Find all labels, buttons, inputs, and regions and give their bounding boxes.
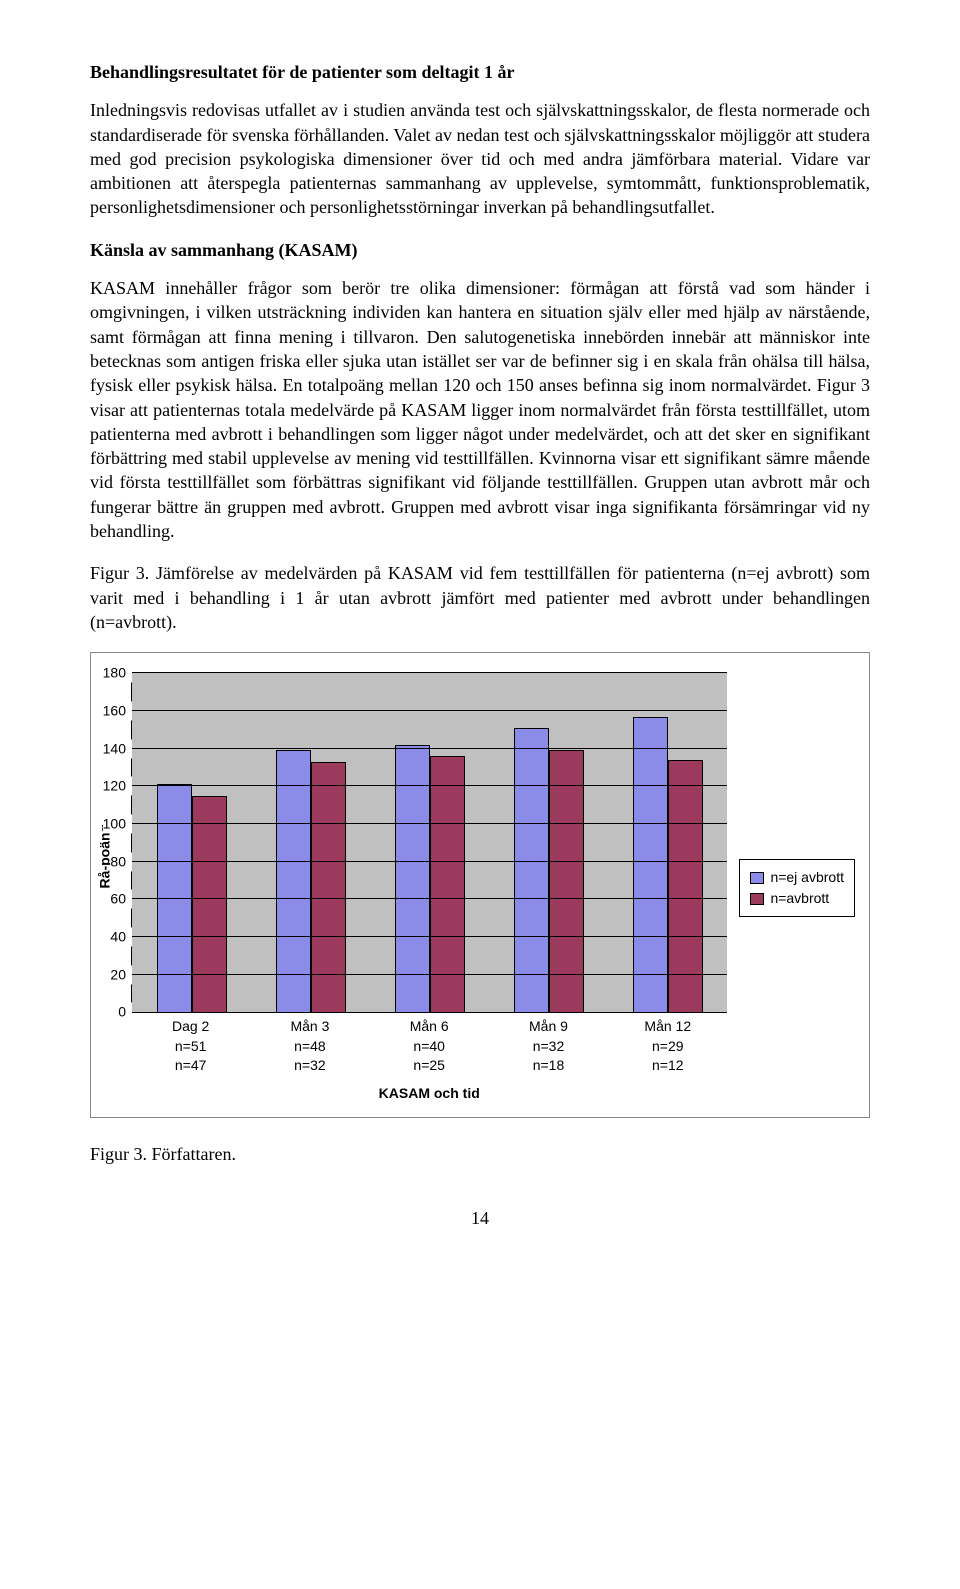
y-tick-label: 0 <box>118 1003 132 1022</box>
page-number: 14 <box>90 1206 870 1230</box>
section-title: Behandlingsresultatet för de patienter s… <box>90 60 870 84</box>
y-axis-label-wrap: Rå-poäng <box>105 673 131 1103</box>
bar-av <box>311 762 346 1012</box>
plot-area: 020406080100120140160180 <box>131 673 727 1013</box>
bar-group <box>370 673 489 1012</box>
bar-av <box>192 796 227 1013</box>
kasam-heading: Känsla av sammanhang (KASAM) <box>90 238 870 262</box>
x-tick-label: Mån 3n=48n=32 <box>250 1017 369 1076</box>
bar-group <box>251 673 370 1012</box>
y-tick-label: 20 <box>110 965 132 984</box>
figure-caption: Figur 3. Författaren. <box>90 1142 870 1166</box>
legend-item: n=ej avbrott <box>750 868 844 887</box>
gridline <box>132 672 727 673</box>
y-tick-label: 120 <box>103 777 132 796</box>
gridline <box>132 861 727 862</box>
figure-intro: Figur 3. Jämförelse av medelvärden på KA… <box>90 561 870 634</box>
legend-swatch <box>750 872 764 884</box>
y-tick-label: 160 <box>103 701 132 720</box>
legend-label: n=ej avbrott <box>770 868 844 887</box>
gridline <box>132 710 727 711</box>
y-tick-label: 180 <box>103 664 132 683</box>
gridline <box>132 898 727 899</box>
gridline <box>132 936 727 937</box>
bars-layer <box>132 673 727 1012</box>
y-tick-label: 140 <box>103 739 132 758</box>
y-tick-label: 80 <box>110 852 132 871</box>
bar-ej <box>514 728 549 1012</box>
x-tick-label: Dag 2n=51n=47 <box>131 1017 250 1076</box>
bar-group <box>489 673 608 1012</box>
x-tick-label: Mån 9n=32n=18 <box>489 1017 608 1076</box>
x-axis-labels: Dag 2n=51n=47Mån 3n=48n=32Mån 6n=40n=25M… <box>131 1017 727 1076</box>
intro-paragraph: Inledningsvis redovisas utfallet av i st… <box>90 98 870 219</box>
gridline <box>132 823 727 824</box>
legend-swatch <box>750 893 764 905</box>
legend: n=ej avbrott n=avbrott <box>739 859 855 917</box>
y-tick-label: 60 <box>110 890 132 909</box>
y-tick-label: 40 <box>110 927 132 946</box>
x-tick-label: Mån 6n=40n=25 <box>370 1017 489 1076</box>
y-tick-label: 100 <box>103 814 132 833</box>
x-axis-title: KASAM och tid <box>131 1084 727 1103</box>
kasam-chart: Rå-poäng 020406080100120140160180 Dag 2n… <box>90 652 870 1118</box>
x-tick-label: Mån 12n=29n=12 <box>608 1017 727 1076</box>
gridline <box>132 748 727 749</box>
gridline <box>132 974 727 975</box>
gridline <box>132 785 727 786</box>
bar-group <box>132 673 251 1012</box>
legend-item: n=avbrott <box>750 889 844 908</box>
bar-ej <box>633 717 668 1013</box>
bar-group <box>608 673 727 1012</box>
kasam-paragraph: KASAM innehåller frågor som berör tre ol… <box>90 276 870 543</box>
legend-label: n=avbrott <box>770 889 829 908</box>
